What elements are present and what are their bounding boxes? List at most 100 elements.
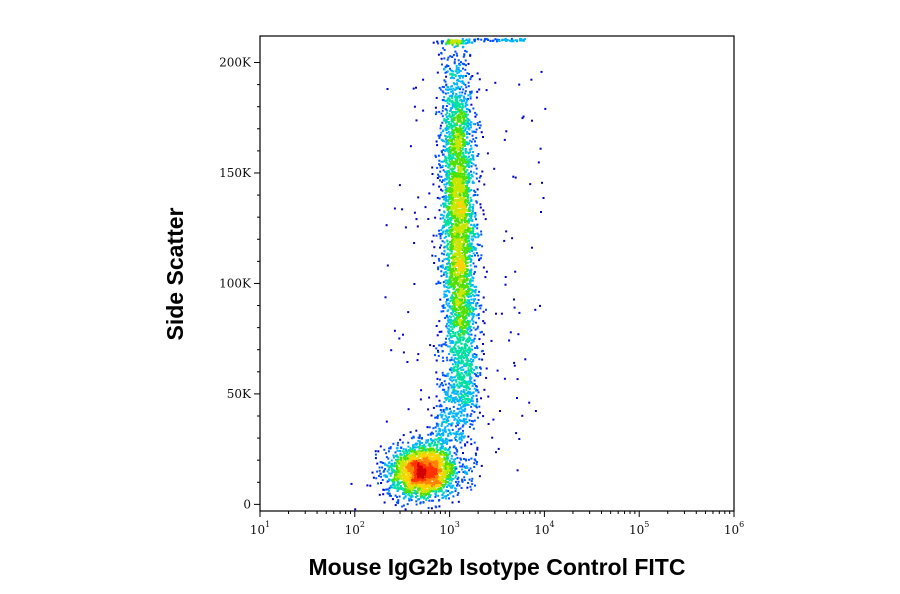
event-point xyxy=(445,290,448,293)
event-point xyxy=(426,469,429,471)
event-point xyxy=(452,332,455,335)
event-point xyxy=(437,173,440,176)
event-point xyxy=(409,497,412,500)
event-point xyxy=(432,499,435,502)
event-point xyxy=(428,493,431,496)
event-point xyxy=(395,465,398,468)
event-point xyxy=(404,491,407,494)
event-point xyxy=(464,444,467,447)
event-point xyxy=(458,62,461,65)
event-point xyxy=(449,200,452,203)
event-point xyxy=(479,203,482,206)
event-point xyxy=(448,113,451,116)
event-point xyxy=(445,105,448,107)
event-point xyxy=(441,232,444,235)
event-point xyxy=(461,76,464,79)
event-point xyxy=(454,275,457,278)
event-point xyxy=(400,446,403,449)
event-point xyxy=(464,92,467,95)
event-point xyxy=(468,320,471,323)
event-point xyxy=(435,111,438,114)
event-point xyxy=(464,102,467,105)
event-point xyxy=(443,293,446,296)
event-point xyxy=(435,347,438,350)
event-point xyxy=(466,192,469,195)
event-point xyxy=(452,145,455,147)
event-point xyxy=(466,141,469,144)
event-point xyxy=(464,105,467,108)
event-point xyxy=(379,472,382,475)
event-point xyxy=(448,179,451,182)
event-point xyxy=(466,41,469,44)
event-point xyxy=(404,463,407,466)
event-point xyxy=(407,456,410,459)
event-point xyxy=(463,133,466,136)
event-point xyxy=(437,459,440,462)
event-point xyxy=(458,205,461,208)
event-point xyxy=(464,195,467,197)
event-point xyxy=(415,466,418,469)
event-point xyxy=(448,339,451,342)
event-point xyxy=(413,462,416,465)
event-point xyxy=(455,150,458,153)
event-point xyxy=(456,82,459,85)
event-point xyxy=(464,90,467,93)
event-point xyxy=(454,70,457,73)
event-point xyxy=(446,310,449,313)
event-point xyxy=(458,233,461,236)
event-point xyxy=(415,496,417,499)
event-point xyxy=(480,230,483,233)
event-point xyxy=(462,398,464,401)
event-point xyxy=(461,329,464,331)
event-point xyxy=(407,471,410,474)
event-point xyxy=(474,215,477,218)
event-point xyxy=(475,394,478,397)
event-point xyxy=(459,137,462,140)
event-point xyxy=(388,472,391,475)
event-point xyxy=(468,207,471,210)
event-point xyxy=(424,206,427,209)
event-point xyxy=(431,477,434,480)
event-point xyxy=(454,389,457,392)
event-point xyxy=(420,490,423,493)
event-point xyxy=(447,56,450,59)
event-point xyxy=(470,333,473,336)
event-point xyxy=(457,476,460,479)
event-point xyxy=(474,307,477,310)
event-point xyxy=(469,206,472,209)
event-point xyxy=(399,468,402,471)
event-point xyxy=(475,314,478,317)
event-point xyxy=(462,178,465,181)
event-point xyxy=(398,495,401,498)
event-point xyxy=(479,307,482,310)
event-point xyxy=(422,490,425,493)
event-point xyxy=(405,448,408,451)
event-point xyxy=(439,179,441,182)
event-point xyxy=(431,474,434,477)
event-point xyxy=(419,468,422,471)
event-point xyxy=(392,483,394,486)
event-point xyxy=(415,500,418,503)
event-point xyxy=(432,470,435,473)
event-point xyxy=(449,460,452,463)
event-point xyxy=(446,334,449,337)
event-point xyxy=(447,290,450,293)
event-point xyxy=(413,483,416,485)
event-point xyxy=(387,450,390,453)
event-point xyxy=(466,136,469,139)
event-point xyxy=(406,503,409,506)
event-point xyxy=(444,232,447,235)
event-point xyxy=(442,266,445,269)
event-point xyxy=(463,410,466,413)
event-point xyxy=(450,217,453,220)
event-point xyxy=(434,505,437,508)
event-point xyxy=(468,346,471,349)
event-point xyxy=(472,158,475,161)
event-point xyxy=(384,475,387,478)
event-point xyxy=(432,486,435,489)
event-point xyxy=(384,463,387,466)
event-point xyxy=(430,461,432,464)
event-point xyxy=(389,447,392,450)
event-point xyxy=(453,487,456,490)
event-point xyxy=(448,324,450,327)
